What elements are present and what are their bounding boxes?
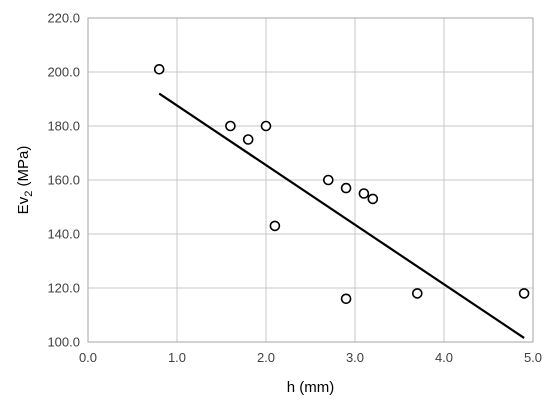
plot-area-frame xyxy=(87,17,534,343)
data-point xyxy=(518,288,530,299)
y-tick-labels: 100.0 120.0 140.0 160.0 180.0 200.0 220.0 xyxy=(47,11,80,350)
y-tick-label: 180.0 xyxy=(47,119,80,134)
data-point xyxy=(340,293,352,305)
data-point xyxy=(367,193,379,205)
data-point xyxy=(358,188,370,199)
data-point xyxy=(411,288,423,299)
y-tick-label: 140.0 xyxy=(47,227,80,242)
y-tick-label: 160.0 xyxy=(47,173,80,188)
x-tick-label: 2.0 xyxy=(257,350,275,365)
data-point xyxy=(153,64,165,75)
y-axis-title-main: Ev xyxy=(15,196,32,214)
y-tick-label: 120.0 xyxy=(47,281,80,296)
x-tick-label: 4.0 xyxy=(435,350,453,365)
y-tick-label: 100.0 xyxy=(47,335,80,350)
y-axis-title-suffix: (MPa) xyxy=(15,146,32,191)
data-point xyxy=(260,120,272,132)
trend-line xyxy=(158,92,525,339)
y-axis-title-subscript: 2 xyxy=(23,191,35,197)
data-point xyxy=(242,134,254,145)
x-tick-label: 0.0 xyxy=(79,350,97,365)
data-point xyxy=(322,174,334,186)
y-tick-label: 200.0 xyxy=(47,65,80,80)
y-axis-title: Ev2 (MPa) xyxy=(15,146,35,215)
x-tick-label: 1.0 xyxy=(168,350,186,365)
x-axis-title: h (mm) xyxy=(287,379,335,396)
data-point xyxy=(225,120,236,132)
data-point xyxy=(340,182,352,194)
data-points xyxy=(153,64,530,305)
x-tick-label: 3.0 xyxy=(346,350,364,365)
y-tick-label: 220.0 xyxy=(47,11,80,26)
data-point xyxy=(269,220,281,232)
x-tick-labels: 0.0 1.0 2.0 3.0 4.0 5.0 xyxy=(79,350,542,365)
x-tick-label: 5.0 xyxy=(524,350,542,365)
